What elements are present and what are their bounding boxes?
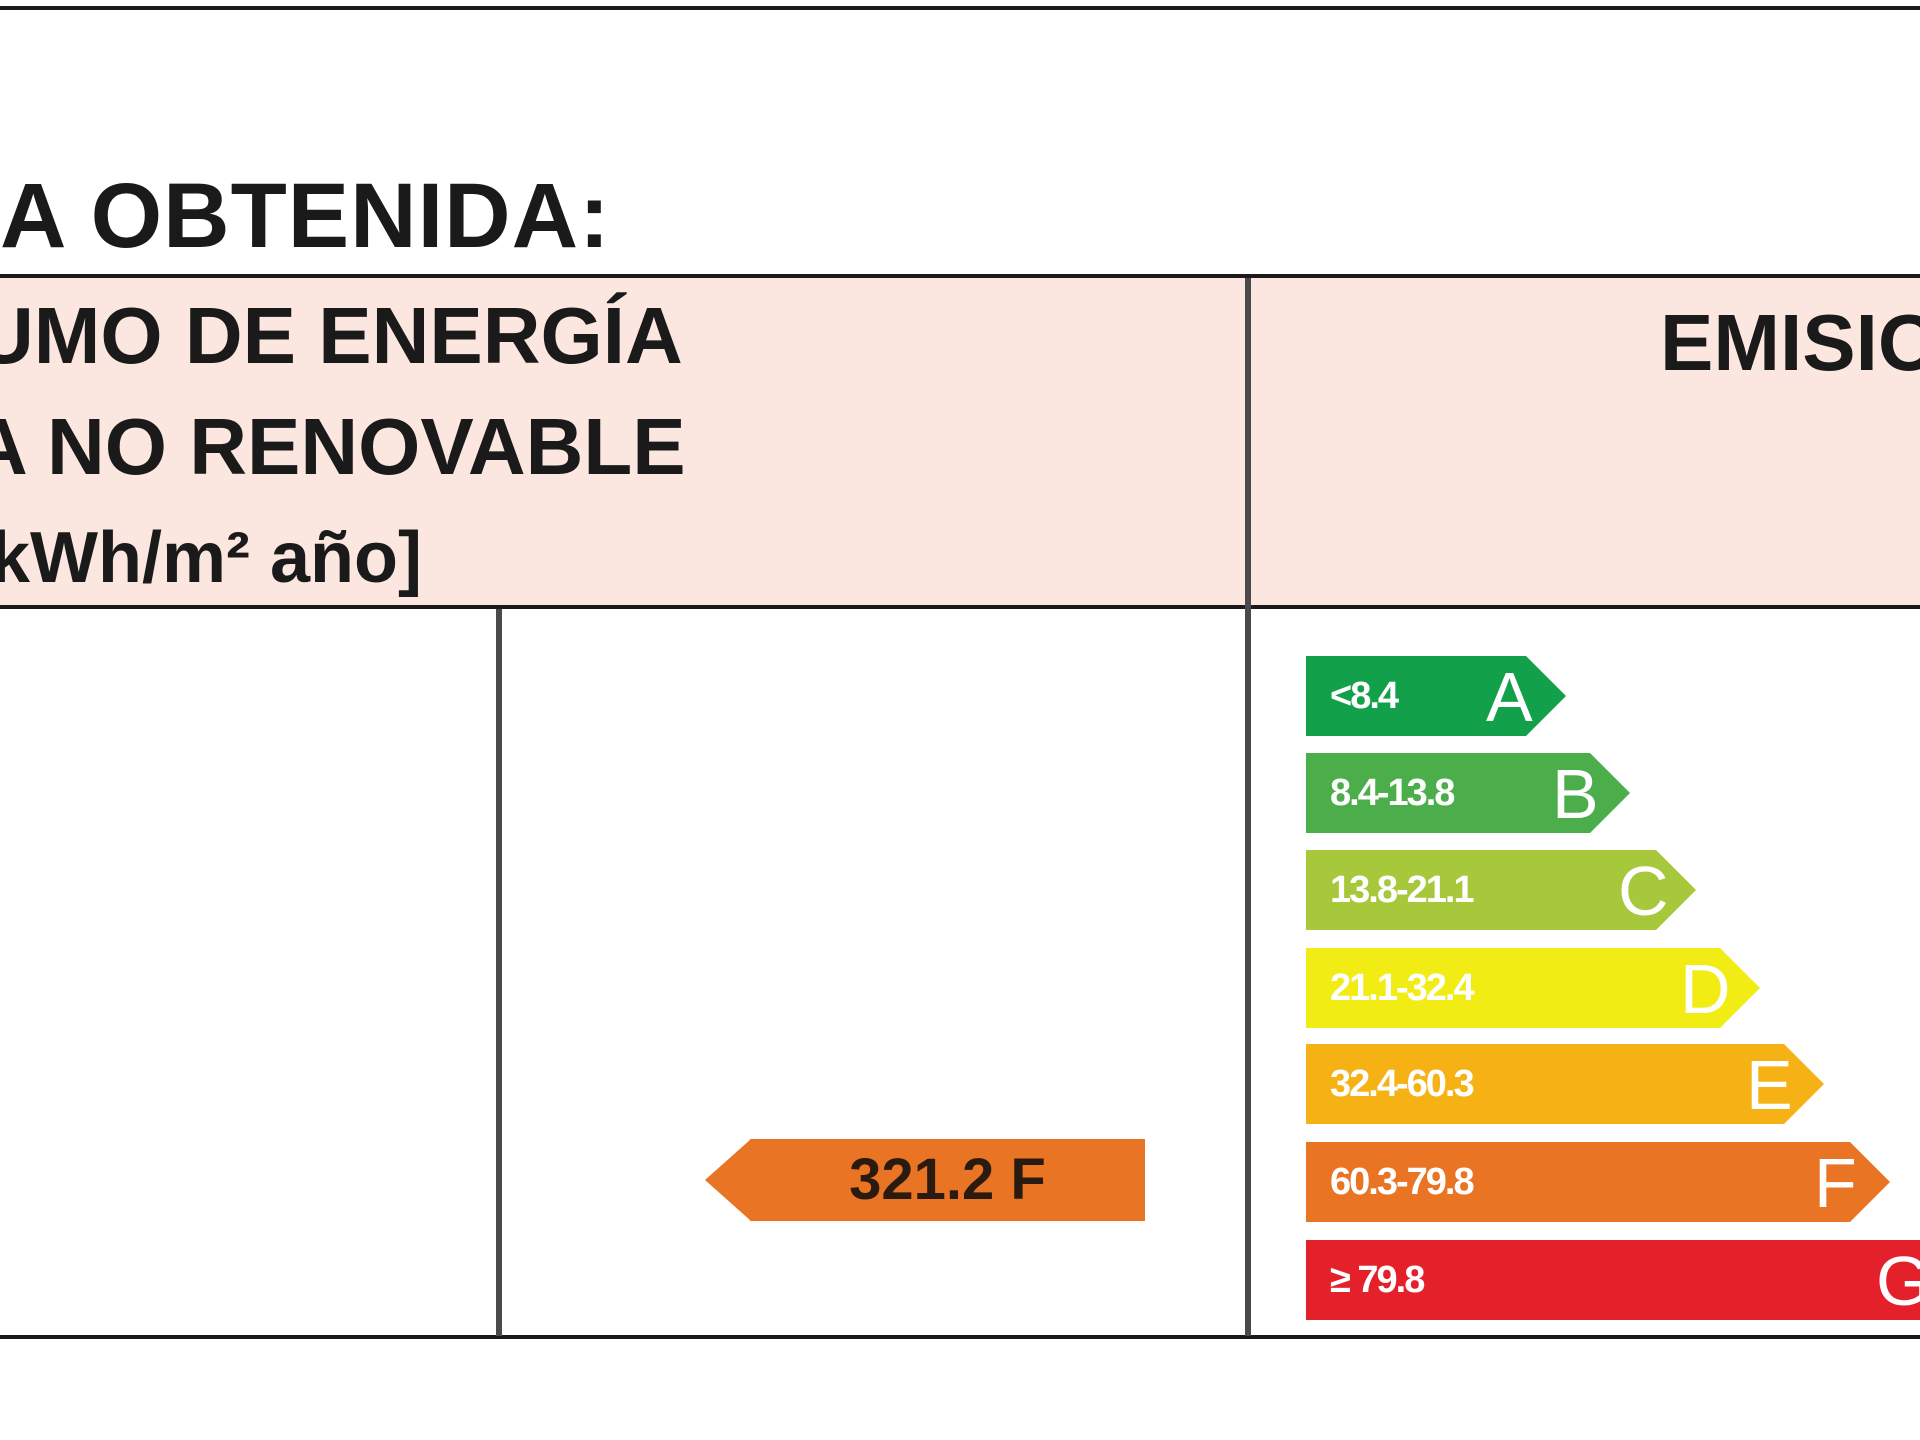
scale-letter-e: E — [1746, 1046, 1793, 1124]
scale-letter-b: B — [1552, 755, 1599, 833]
scale-range-e: 32.4-60.3 — [1330, 1063, 1475, 1105]
top-rule — [0, 6, 1920, 10]
table-bottom-rule — [0, 1335, 1920, 1339]
header-energy-line1: UMO DE ENERGÍA — [0, 291, 683, 380]
header-emissions-title: EMISIO — [1660, 298, 1920, 387]
scale-range-b: 8.4-13.8 — [1330, 772, 1455, 814]
header-energy-unit: kWh/m² año] — [0, 518, 422, 598]
scale-range-f: 60.3-79.8 — [1330, 1161, 1475, 1203]
scale-range-d: 21.1-32.4 — [1330, 967, 1475, 1009]
result-arrow — [750, 1139, 1145, 1221]
header-energy-line2: A NO RENOVABLE — [0, 402, 686, 491]
header-top-rule — [0, 274, 1920, 278]
scale-letter-f: F — [1814, 1144, 1857, 1222]
scale-letter-c: C — [1618, 852, 1669, 930]
scale-letter-a: A — [1486, 658, 1533, 736]
header-bottom-rule — [0, 605, 1920, 609]
scale-range-c: 13.8-21.1 — [1330, 869, 1475, 911]
result-value-label: 321.2 F — [849, 1147, 1046, 1212]
header-cell-emissions — [1251, 278, 1920, 606]
section-title: A OBTENIDA: — [0, 165, 611, 267]
header-cell-energy — [0, 278, 1245, 606]
scale-letter-g: G — [1876, 1242, 1920, 1320]
result-arrow-tip — [705, 1139, 751, 1221]
scale-range-a: <8.4 — [1330, 675, 1399, 717]
scale-range-g: ≥ 79.8 — [1330, 1259, 1425, 1301]
scale-letter-d: D — [1680, 950, 1731, 1028]
column-divider-main — [1245, 278, 1251, 1336]
column-divider-sub — [496, 609, 502, 1336]
